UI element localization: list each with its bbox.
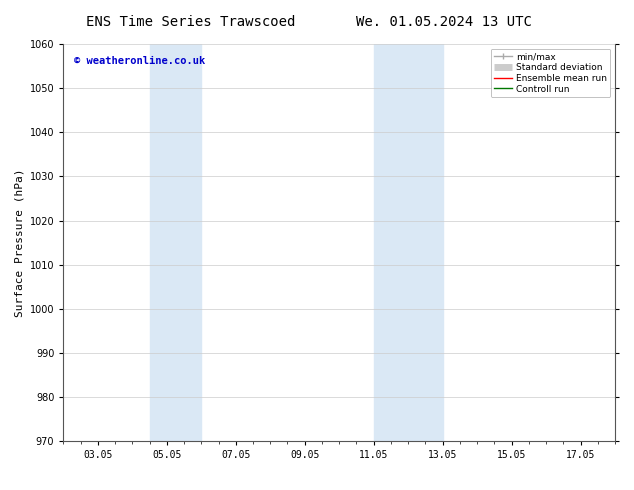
Bar — [150, 44, 202, 441]
Y-axis label: Surface Pressure (hPa): Surface Pressure (hPa) — [14, 168, 24, 317]
Text: We. 01.05.2024 13 UTC: We. 01.05.2024 13 UTC — [356, 15, 532, 29]
Text: © weatheronline.co.uk: © weatheronline.co.uk — [74, 56, 205, 66]
Bar — [373, 44, 443, 441]
Legend: min/max, Standard deviation, Ensemble mean run, Controll run: min/max, Standard deviation, Ensemble me… — [491, 49, 611, 97]
Text: ENS Time Series Trawscoed: ENS Time Series Trawscoed — [86, 15, 295, 29]
